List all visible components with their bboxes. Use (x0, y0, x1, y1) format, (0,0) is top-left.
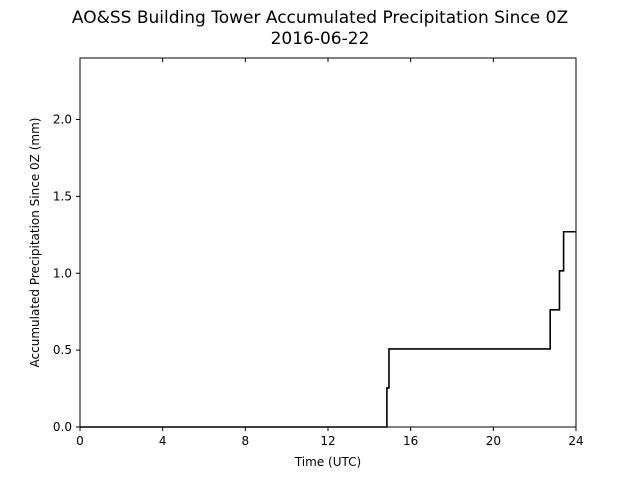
x-tick-label: 8 (242, 434, 250, 448)
x-tick-label: 24 (568, 434, 583, 448)
axes-frame (79, 57, 577, 428)
y-axis-label: Accumulated Precipitation Since 0Z (mm) (28, 118, 42, 368)
x-axis-label: Time (UTC) (294, 455, 361, 469)
y-tick-label: 1.5 (53, 189, 72, 203)
y-tick-label: 1.0 (53, 266, 72, 280)
chart-subtitle: 2016-06-22 (270, 29, 370, 49)
chart-title: AO&SS Building Tower Accumulated Precipi… (71, 8, 569, 28)
x-tick-label: 0 (76, 434, 84, 448)
plot-area (80, 230, 576, 428)
y-tick-label: 0.0 (53, 420, 72, 434)
x-tick-label: 4 (159, 434, 167, 448)
y-tick-label: 2.0 (53, 113, 72, 127)
x-tick-label: 16 (403, 434, 418, 448)
x-tick-label: 20 (486, 434, 501, 448)
axis-ticks: 0 4 8 12 16 20 24 0.0 0.5 1.0 1.5 2.0 (53, 58, 584, 448)
x-tick-label: 12 (320, 434, 335, 448)
precipitation-series-line (80, 230, 576, 428)
y-tick-label: 0.5 (53, 343, 72, 357)
